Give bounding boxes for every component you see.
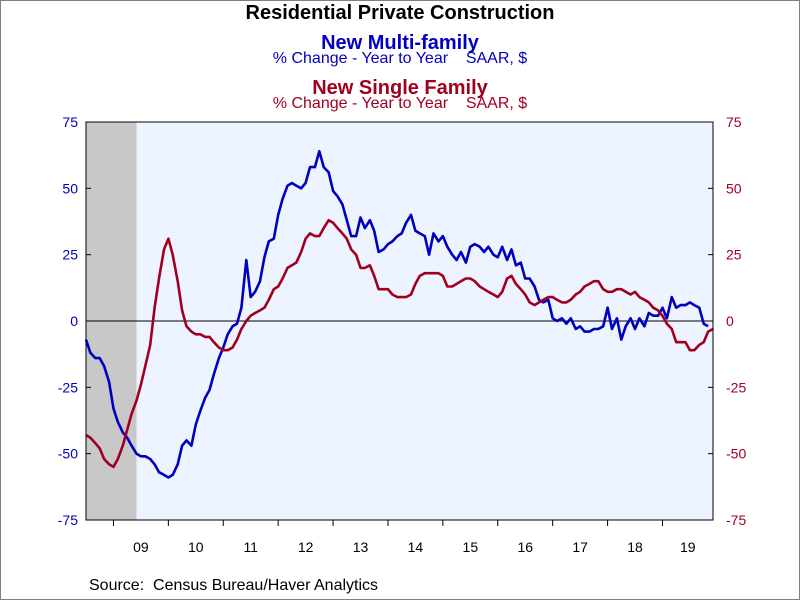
right-tick-label: 75 — [726, 114, 742, 130]
series2-subtitle: % Change - Year to Year SAAR, $ — [272, 95, 528, 112]
right-tick-label: -50 — [726, 446, 746, 462]
right-tick-label: -25 — [726, 379, 746, 395]
x-tick-label: 11 — [243, 539, 258, 555]
right-tick-label: 25 — [726, 247, 742, 263]
left-tick-label: 0 — [70, 313, 78, 329]
x-tick-label: 19 — [680, 539, 696, 555]
x-tick-label: 14 — [408, 539, 424, 555]
source-note: Source: Census Bureau/Haver Analytics — [89, 577, 379, 594]
right-tick-label: 0 — [726, 313, 734, 329]
series1-title: New Multi-family — [321, 32, 479, 54]
series-line-multi-family — [84, 149, 709, 479]
x-tick-label: 16 — [517, 539, 533, 555]
left-tick-label: -50 — [58, 446, 78, 462]
x-tick-label: 12 — [298, 539, 314, 555]
series1-subtitle: % Change - Year to Year SAAR, $ — [272, 50, 528, 67]
x-tick-label: 09 — [133, 539, 149, 555]
x-tick-label: 15 — [463, 539, 479, 555]
right-tick-label: -75 — [726, 512, 746, 528]
x-tick-label: 13 — [353, 539, 369, 555]
right-tick-label: 50 — [726, 180, 742, 196]
x-tick-label: 17 — [572, 539, 588, 555]
left-tick-label: -25 — [58, 379, 78, 395]
series2-title: New Single Family — [312, 77, 488, 99]
series-line-single-family — [85, 218, 714, 469]
x-tick-label: 18 — [627, 539, 643, 555]
left-tick-label: 75 — [62, 114, 78, 130]
left-tick-label: -75 — [58, 512, 78, 528]
chart-title: Residential Private Construction — [245, 2, 555, 24]
left-tick-label: 25 — [62, 247, 78, 263]
left-tick-label: 50 — [62, 180, 78, 196]
x-tick-label: 10 — [188, 539, 204, 555]
